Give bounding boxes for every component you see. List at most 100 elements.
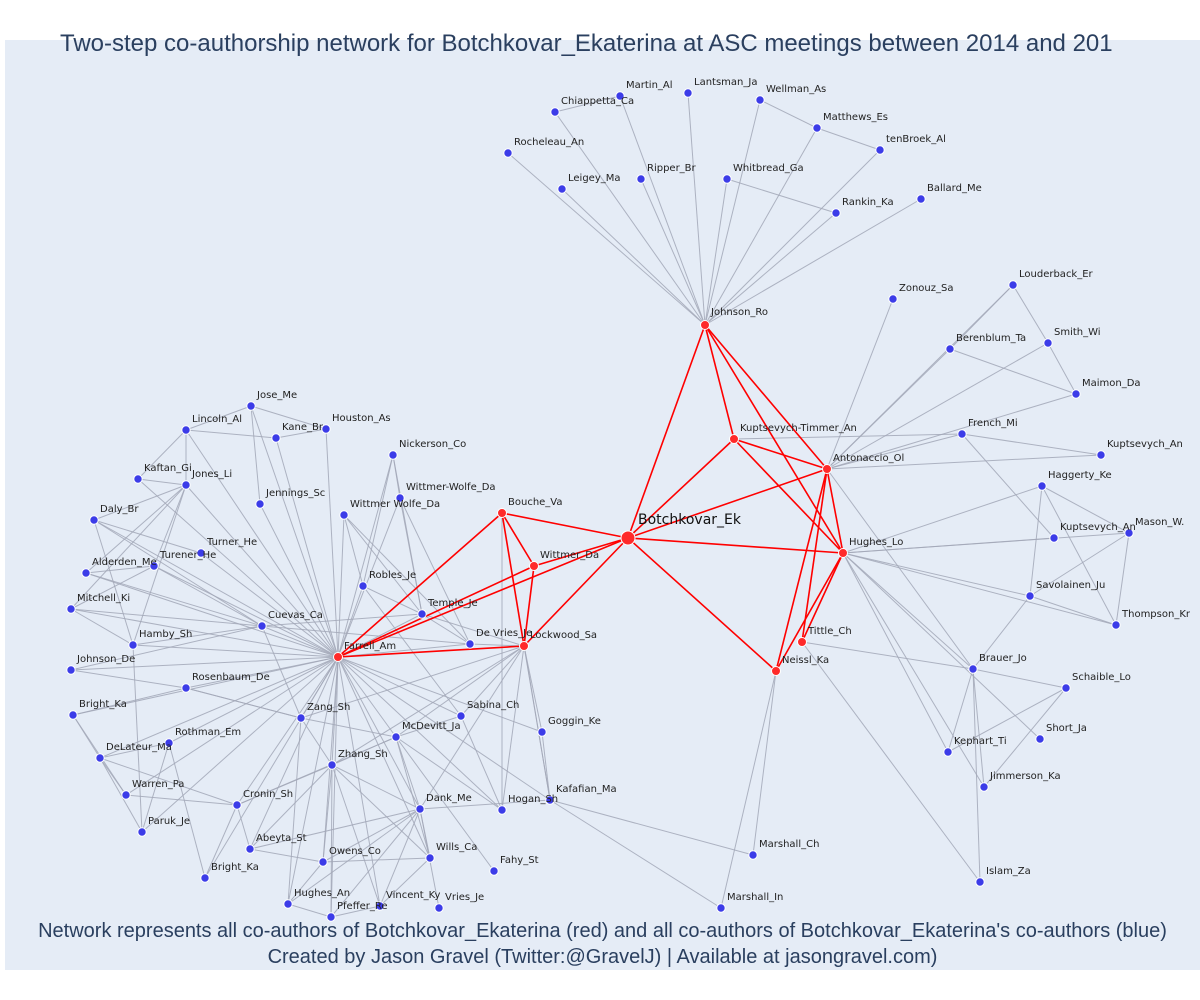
node-Bouche_Va[interactable]	[497, 508, 507, 518]
node-Nickerson_Co[interactable]	[388, 450, 398, 460]
node-Botchkovar_Ek[interactable]	[620, 530, 636, 546]
node-Sabina_Ch[interactable]	[456, 711, 466, 721]
node-Jones_Li[interactable]	[181, 480, 191, 490]
node-Paruk_Je[interactable]	[137, 827, 147, 837]
node-Tittle_Ch[interactable]	[797, 637, 807, 647]
node-Ballard_Me[interactable]	[916, 194, 926, 204]
gray-edge-Chiappetta_Ca-Martin_Al	[554, 95, 621, 113]
node-Rosenbaum_De[interactable]	[181, 683, 191, 693]
node-Lincoln_Al[interactable]	[181, 425, 191, 435]
node-Vries_Je[interactable]	[434, 903, 444, 913]
node-Fahy_St[interactable]	[489, 866, 499, 876]
gray-edge-Johnson_Ro-Matthews_Es	[704, 127, 818, 326]
node-Mason_W[interactable]	[1124, 528, 1134, 538]
node-Zhang_Sh[interactable]	[327, 760, 337, 770]
node-Wittmer_Wolfe_Da[interactable]	[339, 510, 349, 520]
node-Owens_Co[interactable]	[318, 857, 328, 867]
node-Kafafian_Ma[interactable]	[545, 795, 555, 805]
node-Lantsman_Ja[interactable]	[683, 88, 693, 98]
node-Hughes_An[interactable]	[283, 899, 293, 909]
node-Hogan_Sh[interactable]	[497, 805, 507, 815]
node-Neissl_Ka[interactable]	[771, 666, 781, 676]
node-Short_Ja[interactable]	[1035, 734, 1045, 744]
node-Hamby_Sh[interactable]	[128, 640, 138, 650]
node-Rankin_Ka[interactable]	[831, 208, 841, 218]
node-Kuptsevych_An2[interactable]	[1049, 533, 1059, 543]
node-Robles_Je[interactable]	[358, 581, 368, 591]
node-Dank_Me[interactable]	[415, 804, 425, 814]
node-Zang_Sh[interactable]	[296, 713, 306, 723]
node-Johnson_De[interactable]	[66, 665, 76, 675]
node-Marshall_In[interactable]	[716, 903, 726, 913]
node-Goggin_Ke[interactable]	[537, 727, 547, 737]
node-Farrell_Am[interactable]	[333, 652, 343, 662]
node-Rothman_Em[interactable]	[164, 738, 174, 748]
node-Bright_Ka[interactable]	[68, 710, 78, 720]
node-DeLateur_Ma[interactable]	[95, 753, 105, 763]
node-Jennings_Sc[interactable]	[255, 499, 265, 509]
node-Temple_Je[interactable]	[417, 609, 427, 619]
node-Lockwood_Sa[interactable]	[519, 641, 529, 651]
node-Cuevas_Ca[interactable]	[257, 621, 267, 631]
gray-edge-Farrell_Am-Lincoln_Al	[185, 429, 339, 658]
node-Wittmer-Wolfe_Da[interactable]	[395, 493, 405, 503]
node-Abeyta_St[interactable]	[245, 844, 255, 854]
node-Turener_He[interactable]	[149, 561, 159, 571]
node-Alderden_Me[interactable]	[81, 568, 91, 578]
node-Vincent_Ky[interactable]	[375, 901, 385, 911]
node-Marshall_Ch[interactable]	[748, 850, 758, 860]
node-Chiappetta_Ca[interactable]	[550, 107, 560, 117]
gray-edge-Johnson_Ro-Rankin_Ka	[704, 212, 837, 326]
node-Matthews_Es[interactable]	[812, 123, 822, 133]
node-Jose_Me[interactable]	[246, 401, 256, 411]
node-Turner_He[interactable]	[196, 548, 206, 558]
node-Antonaccio_Ol[interactable]	[822, 464, 832, 474]
node-French_Mi[interactable]	[957, 429, 967, 439]
node-Haggerty_Ke[interactable]	[1037, 481, 1047, 491]
node-Mitchell_Ki[interactable]	[66, 604, 76, 614]
node-Wittmer_Da[interactable]	[529, 561, 539, 571]
node-tenBroek_Al[interactable]	[875, 145, 885, 155]
node-Bright_Ka2[interactable]	[200, 873, 210, 883]
node-Warren_Pa[interactable]	[121, 790, 131, 800]
node-Wills_Ca[interactable]	[425, 853, 435, 863]
node-Kuptsevych_An[interactable]	[1096, 450, 1106, 460]
node-Kaftan_Gi[interactable]	[133, 474, 143, 484]
node-Kuptsevych-Timmer_An[interactable]	[729, 434, 739, 444]
label-Jennings_Sc: Jennings_Sc	[265, 488, 325, 499]
node-Jimmerson_Ka[interactable]	[979, 782, 989, 792]
node-McDevitt_Ja[interactable]	[391, 732, 401, 742]
node-Pfeffer_Re[interactable]	[326, 912, 336, 922]
node-Louderback_Er[interactable]	[1008, 280, 1018, 290]
node-Kane_Br[interactable]	[271, 433, 281, 443]
label-Haggerty_Ke: Haggerty_Ke	[1048, 470, 1112, 481]
node-Savolainen_Ju[interactable]	[1025, 591, 1035, 601]
label-Hogan_Sh: Hogan_Sh	[508, 794, 558, 805]
label-Sabina_Ch: Sabina_Ch	[467, 700, 519, 711]
node-Whitbread_Ga[interactable]	[722, 174, 732, 184]
node-Ripper_Br[interactable]	[636, 174, 646, 184]
node-Leigey_Ma[interactable]	[557, 184, 567, 194]
gray-edge-Paruk_Je-Hamby_Sh	[132, 644, 143, 833]
node-Wellman_As[interactable]	[755, 95, 765, 105]
node-Hughes_Lo[interactable]	[838, 548, 848, 558]
node-Daly_Br[interactable]	[89, 515, 99, 525]
node-Brauer_Jo[interactable]	[968, 664, 978, 674]
node-Zonouz_Sa[interactable]	[888, 294, 898, 304]
node-De_Vries_Je[interactable]	[465, 639, 475, 649]
node-Schaible_Lo[interactable]	[1061, 683, 1071, 693]
label-Hamby_Sh: Hamby_Sh	[139, 629, 192, 640]
node-Berenblum_Ta[interactable]	[945, 344, 955, 354]
node-Thompson_Kr[interactable]	[1111, 620, 1121, 630]
node-Johnson_Ro[interactable]	[700, 320, 710, 330]
node-Maimon_Da[interactable]	[1071, 389, 1081, 399]
node-Islam_Za[interactable]	[975, 877, 985, 887]
node-Rocheleau_An[interactable]	[503, 148, 513, 158]
nodes	[66, 88, 1134, 922]
node-Cronin_Sh[interactable]	[232, 800, 242, 810]
node-Houston_As[interactable]	[321, 424, 331, 434]
node-Kephart_Ti[interactable]	[943, 747, 953, 757]
gray-edge-Kafafian_Ma-Marshall_In	[549, 799, 722, 909]
node-Smith_Wi[interactable]	[1043, 338, 1053, 348]
node-Martin_Al[interactable]	[615, 91, 625, 101]
